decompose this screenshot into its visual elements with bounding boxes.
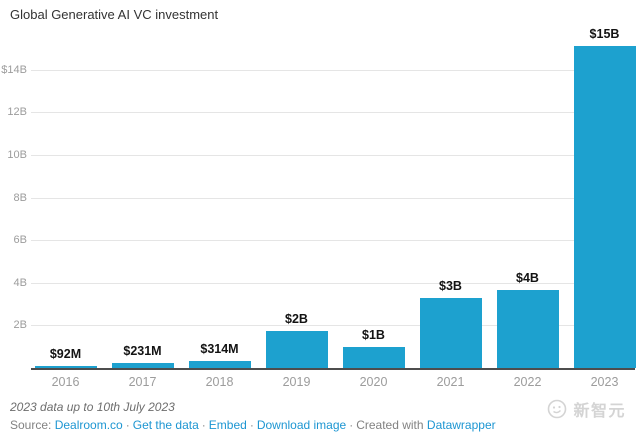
bar-2023[interactable] (573, 46, 636, 368)
source-line: Source: Dealroom.co · Get the data · Embed · D… (10, 418, 496, 432)
link-dealroom[interactable]: Dealroom.co (54, 418, 123, 432)
gridline (31, 282, 635, 284)
x-tick-label: 2018 (205, 375, 234, 389)
bar-2022[interactable] (496, 290, 559, 368)
bar-2021[interactable] (419, 298, 482, 368)
gridline (31, 69, 635, 71)
gridline (31, 325, 635, 327)
bar-value-label: $15B (589, 27, 620, 41)
link-download-image[interactable]: Download image (256, 418, 347, 432)
bar-2019[interactable] (265, 331, 328, 368)
separator-dot: · (201, 418, 206, 432)
bar-value-label: $2B (285, 312, 308, 326)
watermark-text: 新智元 (573, 403, 626, 420)
y-tick-label: 4B (13, 276, 27, 289)
y-tick-label: $14B (1, 63, 27, 76)
separator-dot: · (349, 418, 354, 432)
y-tick-label: 6B (13, 234, 27, 247)
bar-value-label: $4B (516, 271, 539, 285)
link-get-the-data[interactable]: Get the data (132, 418, 199, 432)
link-embed[interactable]: Embed (208, 418, 247, 432)
bar-2016[interactable] (34, 366, 97, 368)
bar-2020[interactable] (342, 347, 405, 368)
y-tick-label: 2B (13, 319, 27, 332)
x-tick-label: 2021 (436, 375, 465, 389)
footnote: 2023 data up to 10th July 2023 (10, 400, 175, 414)
separator-dot: · (125, 418, 130, 432)
bar-value-label: $231M (123, 344, 162, 358)
x-tick-label: 2022 (513, 375, 542, 389)
chart-title: Global Generative AI VC investment (10, 7, 219, 22)
x-tick-label: 2023 (590, 375, 619, 389)
gridline (31, 112, 635, 114)
y-tick-label: 10B (7, 149, 27, 161)
source-label: Source: (10, 418, 52, 432)
bar-value-label: $3B (439, 279, 462, 293)
gridline (31, 240, 635, 242)
x-tick-label: 2016 (51, 375, 80, 389)
watermark: 新智元 (546, 397, 626, 421)
x-axis-line (31, 368, 635, 370)
y-tick-label: 8B (13, 191, 27, 204)
bar-value-label: $92M (49, 347, 82, 361)
link-datawrapper[interactable]: Datawrapper (426, 418, 496, 432)
bar-2017[interactable] (111, 363, 174, 368)
x-tick-label: 2017 (128, 375, 157, 389)
aiera-face-icon (546, 398, 568, 420)
bar-value-label: $314M (200, 342, 239, 356)
x-tick-label: 2020 (359, 375, 388, 389)
bar-2018[interactable] (188, 361, 251, 368)
y-tick-label: 12B (7, 106, 27, 119)
created-with-label: Created with (356, 418, 424, 432)
gridline (31, 197, 635, 199)
x-tick-label: 2019 (282, 375, 311, 389)
bar-value-label: $1B (362, 328, 385, 342)
separator-dot: · (249, 418, 254, 432)
gridline (31, 155, 635, 156)
